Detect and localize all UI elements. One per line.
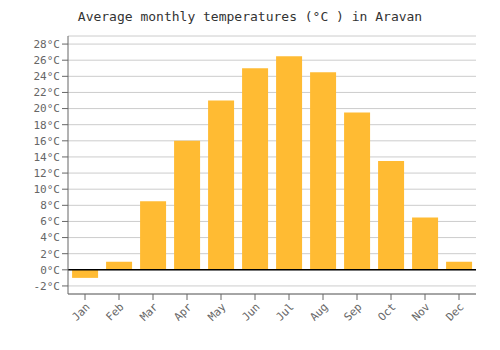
svg-text:8°C: 8°C — [40, 199, 60, 212]
svg-text:4°C: 4°C — [40, 231, 60, 244]
svg-text:6°C: 6°C — [40, 215, 60, 228]
svg-text:Dec: Dec — [443, 300, 466, 323]
svg-text:Nov: Nov — [409, 300, 433, 324]
svg-text:26°C: 26°C — [34, 54, 61, 67]
svg-text:Sep: Sep — [341, 300, 364, 323]
svg-text:Aug: Aug — [307, 300, 330, 323]
svg-text:Apr: Apr — [171, 300, 195, 324]
svg-text:12°C: 12°C — [34, 167, 61, 180]
svg-text:14°C: 14°C — [34, 151, 61, 164]
svg-text:Jan: Jan — [69, 300, 92, 323]
svg-text:2°C: 2°C — [40, 248, 60, 261]
svg-text:Mar: Mar — [137, 300, 161, 324]
svg-text:20°C: 20°C — [34, 102, 61, 115]
svg-text:28°C: 28°C — [34, 38, 61, 51]
svg-text:24°C: 24°C — [34, 70, 61, 83]
svg-text:0°C: 0°C — [40, 264, 60, 277]
svg-text:18°C: 18°C — [34, 119, 61, 132]
svg-text:Jul: Jul — [273, 300, 296, 323]
svg-text:Jun: Jun — [239, 300, 262, 323]
svg-text:10°C: 10°C — [34, 183, 61, 196]
svg-text:22°C: 22°C — [34, 86, 61, 99]
svg-text:Oct: Oct — [375, 300, 398, 323]
svg-text:-2°C: -2°C — [34, 280, 61, 293]
svg-text:16°C: 16°C — [34, 135, 61, 148]
svg-text:Feb: Feb — [103, 300, 126, 323]
html-text:Average monthly temperatures (: Average monthly temperatures (°C ) in Ar… — [77, 9, 423, 24]
svg-text:May: May — [205, 300, 229, 324]
